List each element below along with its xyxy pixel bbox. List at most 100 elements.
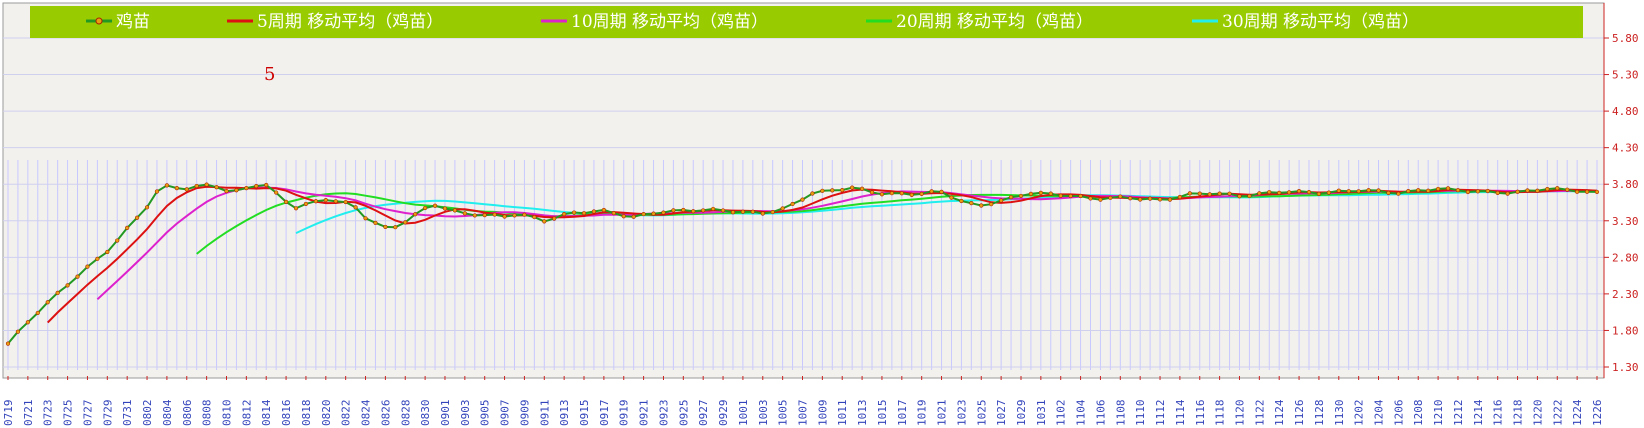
x-tick-label: 1116: [1194, 400, 1207, 427]
data-point: [1048, 191, 1053, 196]
data-point: [750, 209, 755, 214]
data-point: [403, 220, 408, 225]
data-point: [1465, 189, 1470, 195]
data-point: [1207, 192, 1212, 197]
data-point: [641, 211, 646, 217]
x-tick-label: 1214: [1472, 399, 1485, 426]
data-point: [1277, 190, 1282, 195]
x-tick-label: 0727: [81, 400, 94, 427]
data-point: [939, 189, 944, 194]
x-tick-label: 1011: [836, 400, 849, 427]
data-point: [691, 209, 696, 214]
data-point: [979, 203, 984, 208]
data-point: [1346, 189, 1351, 194]
data-point: [1138, 197, 1143, 202]
data-point: [1237, 194, 1242, 199]
data-point: [1028, 191, 1034, 197]
x-tick-label: 1122: [1253, 400, 1266, 427]
data-point: [800, 197, 805, 202]
x-tick-label: 0814: [260, 399, 273, 426]
legend-label: 30周期 移动平均（鸡苗）: [1222, 12, 1419, 32]
x-tick-label: 1218: [1512, 400, 1525, 427]
y-tick-label: 4.30: [1612, 142, 1639, 155]
data-point: [1078, 193, 1083, 199]
data-point: [1565, 187, 1570, 192]
data-point: [651, 211, 656, 216]
x-tick-label: 1017: [896, 400, 909, 427]
data-point: [1177, 194, 1182, 200]
data-point: [55, 290, 60, 295]
x-tick-label: 0731: [121, 400, 134, 427]
y-tick-label: 2.80: [1612, 251, 1639, 264]
x-tick-label: 1003: [757, 400, 770, 427]
data-point: [502, 214, 507, 219]
data-point: [552, 216, 557, 221]
data-point: [1594, 189, 1600, 195]
x-tick-label: 0816: [280, 400, 293, 427]
x-tick-label: 1023: [955, 400, 968, 427]
data-point: [164, 183, 169, 188]
data-point: [720, 208, 726, 213]
data-point: [274, 190, 279, 195]
data-point: [85, 264, 90, 269]
x-tick-label: 0909: [518, 400, 531, 427]
x-tick-label: 1130: [1333, 400, 1346, 427]
data-point: [1356, 189, 1361, 194]
data-point: [413, 212, 418, 217]
x-tick-label: 1202: [1353, 400, 1366, 427]
data-point: [333, 199, 338, 204]
data-point: [899, 191, 904, 196]
x-tick-label: 1128: [1313, 400, 1326, 427]
data-point: [850, 185, 855, 190]
data-point: [760, 211, 765, 216]
data-point: [432, 203, 438, 208]
data-point: [919, 191, 924, 196]
x-tick-label: 1015: [876, 400, 889, 427]
legend-label: 10周期 移动平均（鸡苗）: [571, 12, 768, 32]
data-point: [1525, 188, 1530, 193]
x-tick-label: 0826: [379, 400, 392, 427]
x-tick-label: 0830: [419, 400, 432, 427]
data-point: [1018, 193, 1024, 199]
data-point: [65, 283, 70, 288]
data-point: [1306, 189, 1312, 195]
data-point: [293, 206, 299, 211]
data-point: [859, 186, 865, 191]
y-tick-label: 4.80: [1612, 105, 1639, 118]
data-point: [45, 300, 50, 305]
x-tick-label: 1210: [1432, 400, 1445, 427]
x-tick-label: 0915: [578, 400, 591, 427]
x-tick-label: 1001: [737, 400, 750, 427]
y-tick-label: 3.30: [1612, 215, 1639, 228]
data-point: [1495, 190, 1500, 196]
data-point: [631, 214, 636, 219]
x-tick-label: 0913: [558, 400, 571, 427]
data-point: [95, 256, 100, 261]
y-tick-label: 2.30: [1612, 288, 1639, 301]
data-point: [1128, 196, 1133, 201]
x-tick-label: 1222: [1551, 400, 1564, 427]
data-point: [571, 210, 577, 215]
data-point: [363, 216, 368, 221]
data-point: [1376, 188, 1381, 193]
x-tick-label: 0905: [479, 400, 492, 427]
data-point: [591, 209, 597, 214]
data-point: [1505, 191, 1510, 196]
data-point: [105, 249, 110, 255]
data-point: [1575, 189, 1580, 194]
data-point: [25, 320, 30, 325]
x-tick-label: 0804: [161, 399, 174, 426]
data-point: [1426, 188, 1431, 193]
data-point: [1157, 197, 1163, 202]
data-point: [959, 198, 964, 204]
data-point: [770, 209, 775, 215]
x-tick-label: 0919: [618, 400, 631, 427]
legend-item: 10周期 移动平均（鸡苗）: [541, 12, 768, 32]
data-point: [313, 199, 318, 204]
legend-label: 20周期 移动平均（鸡苗）: [896, 12, 1093, 32]
x-tick-label: 1220: [1531, 400, 1544, 427]
data-point: [969, 201, 974, 206]
legend-item: 鸡苗: [86, 12, 150, 32]
data-point: [373, 220, 378, 225]
data-point: [492, 212, 497, 217]
